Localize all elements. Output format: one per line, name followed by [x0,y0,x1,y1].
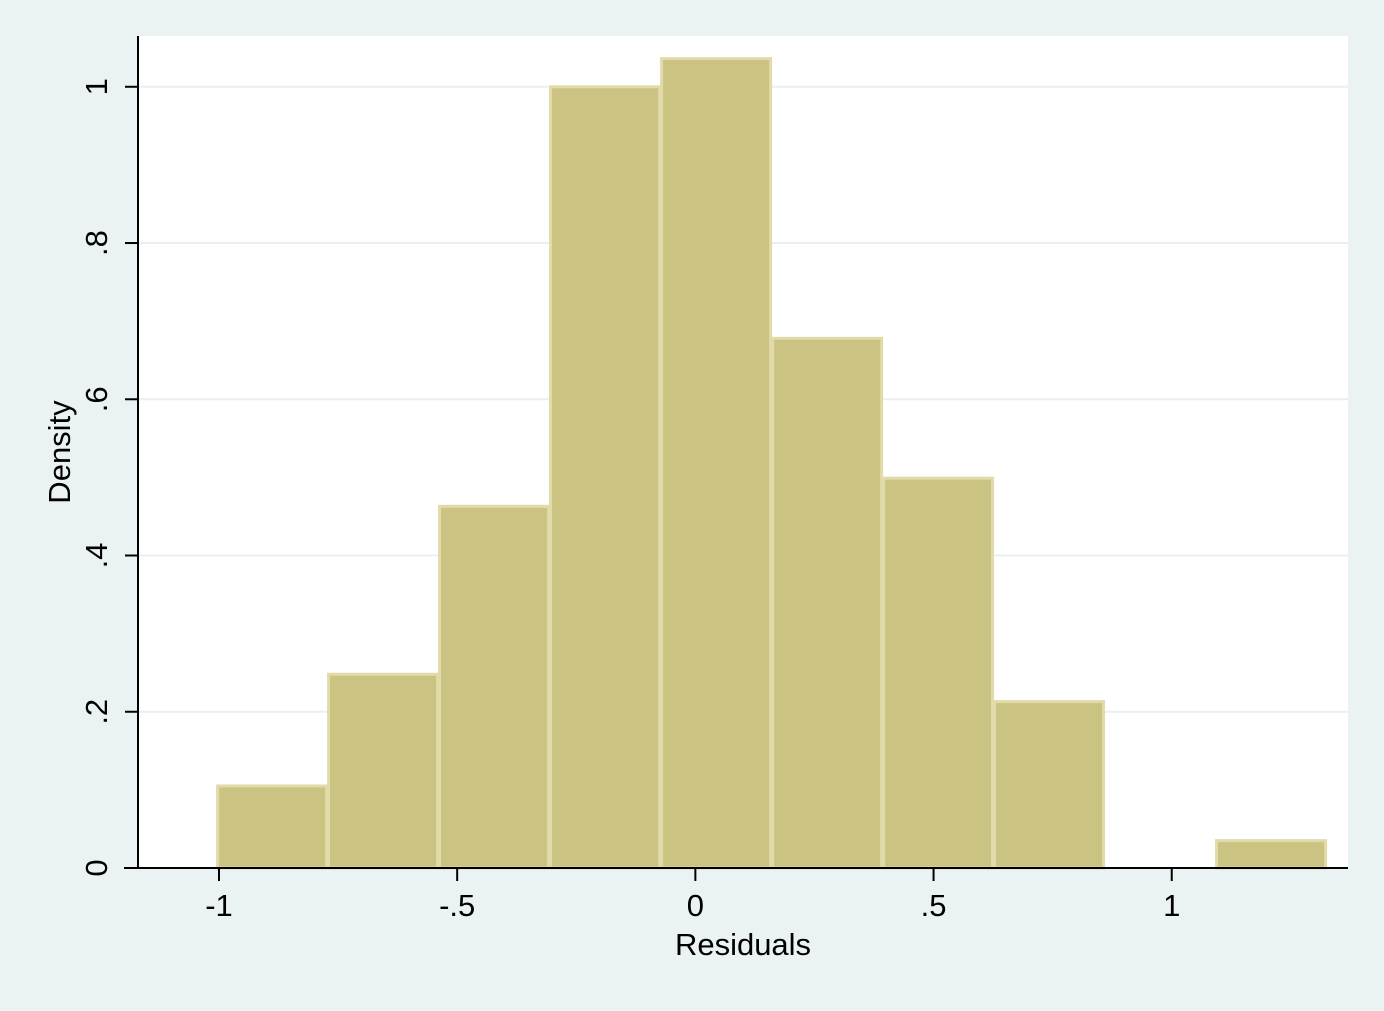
x-tick-label-4: 1 [1163,888,1180,923]
x-tick-label-0: -1 [205,888,233,923]
y-tick-label-5: 1 [79,78,114,95]
histogram-bars [216,57,1328,870]
histogram-bar-0 [216,784,329,870]
x-tick-label-1: -.5 [439,888,475,923]
y-tick-label-1: .2 [79,699,114,725]
histogram-bar-9 [1215,839,1328,870]
y-tick-label-2: .4 [79,543,114,569]
x-tick-label-2: 0 [687,888,704,923]
y-tick-label-4: .8 [79,230,114,256]
histogram-bar-2 [438,504,551,870]
x-ticks: -1 -.5 0 .5 1 [205,868,1180,923]
histogram-bar-6 [882,476,995,870]
histogram-bar-5 [771,336,884,870]
y-ticks: 0 .2 .4 .6 .8 1 [79,78,138,877]
axes [124,36,1348,869]
x-axis-title: Residuals [675,927,811,962]
y-tick-label-0: 0 [79,859,114,876]
x-tick-label-3: .5 [921,888,947,923]
histogram-bar-3 [549,85,662,870]
y-tick-label-3: .6 [79,386,114,412]
y-axis-title: Density [42,400,77,504]
histogram-bar-4 [660,57,773,870]
histogram-bar-1 [327,672,440,870]
histogram-bar-7 [993,700,1106,870]
